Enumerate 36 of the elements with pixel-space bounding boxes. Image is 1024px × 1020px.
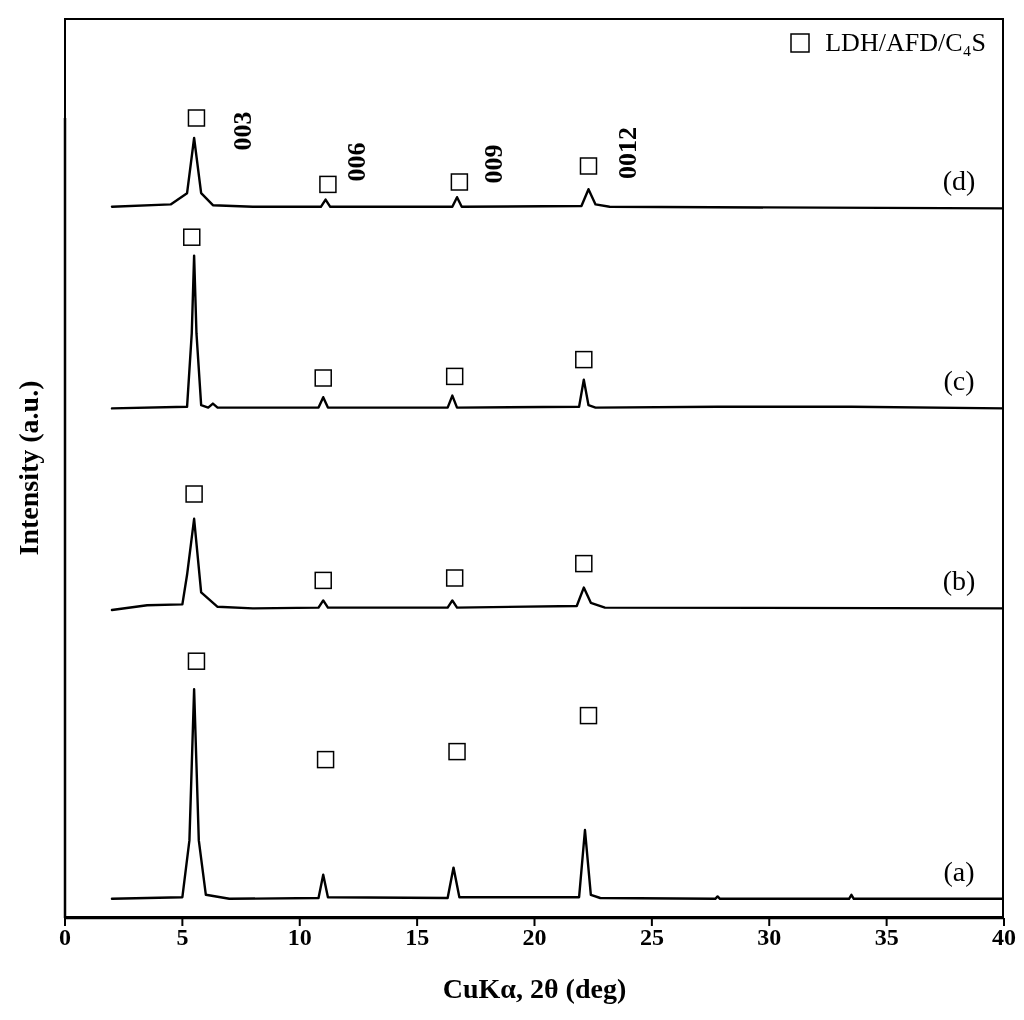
annotation: 0012 [613, 127, 643, 179]
point [314, 369, 332, 387]
x-tick-label: 10 [287, 924, 312, 951]
x-axis-title: CuKα, 2θ (deg) [442, 973, 627, 1004]
series-label: (b) [942, 565, 976, 597]
x-tick-label: 15 [405, 924, 430, 951]
x-tick-label: 35 [874, 924, 899, 951]
annotation: 009 [478, 144, 509, 184]
y-axis-title: Intensity (a.u.) [12, 380, 45, 556]
point [445, 569, 464, 587]
point [575, 554, 593, 573]
series-label: (a) [943, 855, 975, 887]
point [314, 571, 332, 590]
series-label: (c) [943, 365, 975, 397]
point [579, 706, 598, 725]
point [187, 652, 206, 670]
point [319, 175, 337, 194]
point [185, 485, 203, 503]
x-tick-label: 30 [757, 924, 782, 951]
point [316, 750, 335, 769]
point [448, 742, 466, 761]
annotation: 003 [227, 111, 258, 150]
x-tick-label: 20 [522, 924, 547, 951]
point [575, 350, 593, 369]
point [579, 157, 598, 175]
annotation: 006 [342, 142, 373, 182]
point [450, 173, 469, 191]
x-tick-label: 0 [59, 924, 71, 951]
x-tick-label: 40 [992, 924, 1016, 951]
legend-label: LDH/AFD/C₄S [825, 28, 986, 58]
series-label: (d) [942, 165, 976, 197]
point [183, 228, 201, 246]
x-tick-label: 25 [639, 924, 664, 951]
point [187, 109, 206, 127]
point [445, 367, 464, 386]
x-tick-label: 5 [176, 924, 189, 951]
